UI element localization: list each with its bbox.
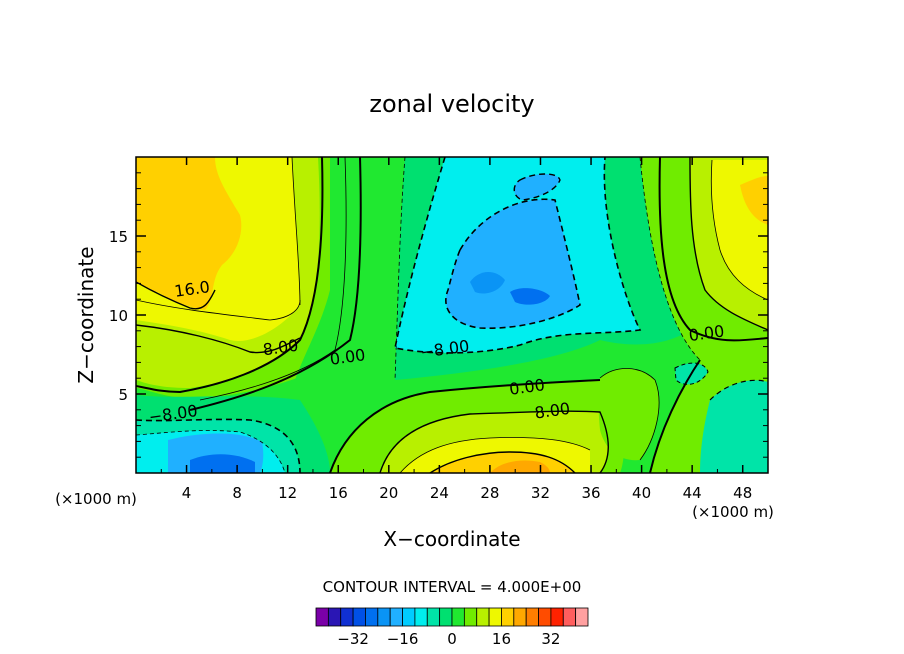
colorbar-swatch [439,607,453,627]
contour-zero-center [189,157,362,411]
y-axis-title: Z−coordinate [74,246,98,383]
contour-neg12-center [445,198,581,330]
colorbar-swatch [315,607,329,627]
colorbar-swatch [377,607,391,627]
colorbar [315,607,589,627]
x-tick-label: 16 [329,484,348,502]
x-axis-title: X−coordinate [383,527,520,551]
contour-label: 0.00 [329,345,367,369]
x-unit-label-right: (×1000 m) [692,503,774,521]
y-axis: 5 10 15 [109,172,768,458]
x-tick-label: 32 [531,484,550,502]
x-tick-label: 36 [581,484,600,502]
colorbar-swatch [538,607,552,627]
chart-title: zonal velocity [369,90,534,118]
y-tick-label: 5 [118,386,128,404]
colorbar-swatch [365,607,379,627]
colorbar-tick-label: 32 [541,630,560,648]
colorbar-swatch [488,607,502,627]
colorbar-swatch [414,607,428,627]
x-tick-label: 40 [632,484,651,502]
contour-neg-thin-center [394,157,406,381]
colorbar-swatch [327,607,342,627]
contour-neg-thin-right [639,157,701,361]
contour-neg8-bl [136,418,301,473]
contour-zero-right [658,157,768,342]
colorbar-swatch [402,607,416,627]
colorbar-swatch [501,607,515,627]
x-tick-label: 8 [232,484,242,502]
colorbar-swatch [352,607,366,627]
contour-neg-thin-bl [136,430,286,473]
x-tick-label: 48 [733,484,752,502]
colorbar-swatch [476,607,490,627]
y-tick-label: 15 [109,228,128,246]
region-cr-8 [598,368,660,461]
contour-label: 0.00 [508,375,546,399]
contour-16-ul [136,281,216,310]
contour-zero-right-low [649,359,701,473]
x-tick-label: 4 [182,484,192,502]
x-tick-label: 20 [379,484,398,502]
region-center-4 [290,157,395,395]
contour-label: 8.00 [533,399,571,423]
region-neg-16 [514,174,560,200]
colorbar-swatch [513,607,527,627]
region-bc-20 [490,460,550,473]
contour-8-right [689,157,768,331]
contour-8-left [136,324,301,354]
colorbar-tick-label: −32 [337,630,369,648]
y-tick-label: 10 [109,307,128,325]
filled-contours [136,157,768,473]
colorbar-swatch [389,607,403,627]
colorbar-swatch [426,607,441,627]
contour-neg16-top [513,173,561,201]
region-right-20 [740,176,768,225]
contour-plot-area: 16.08.00 0.00 −8.000.008.000.00−8.00 [136,157,768,473]
colorbar-swatch [575,607,589,627]
contour-zero-left [136,157,324,394]
region-bl-24 [190,454,255,473]
colorbar-swatch [525,607,539,627]
x-tick-label: 12 [278,484,297,502]
colorbar-swatch [451,607,465,627]
x-unit-label-left: (×1000 m) [55,490,137,508]
colorbar-tick-label: 0 [447,630,457,648]
contour-label: 8.00 [262,336,300,360]
region-neg-20 [470,271,505,294]
contour-neg-right-blob [674,362,709,385]
colorbar-tick-labels: −32 −16 0 16 32 [337,630,560,648]
contour-16-bc [429,451,576,473]
colorbar-tick-label: 16 [492,630,511,648]
contour-zero-mid [329,379,601,473]
contour-label: 0.00 [688,321,726,345]
colorbar-tick-label: −16 [387,630,419,648]
x-tick-label: 44 [683,484,702,502]
region-right-neg [700,380,768,473]
contour-8-bottom [379,410,609,473]
contour-interval-label: CONTOUR INTERVAL = 4.000E+00 [323,578,582,596]
region-ul-20 [136,157,242,310]
colorbar-swatch [550,607,564,627]
x-tick-label: 24 [430,484,449,502]
contour-neg-right [709,379,768,401]
x-tick-label: 28 [480,484,499,502]
contour-neg8-center [394,157,642,354]
contour-label: 16.0 [173,277,211,301]
colorbar-swatch [340,607,354,627]
contour-lines [136,157,768,473]
region-neg-24 [510,288,550,305]
colorbar-swatch [562,607,577,627]
x-axis: 4 8 12 16 20 24 28 32 36 40 44 48 [160,157,752,502]
colorbar-swatch [463,607,478,627]
